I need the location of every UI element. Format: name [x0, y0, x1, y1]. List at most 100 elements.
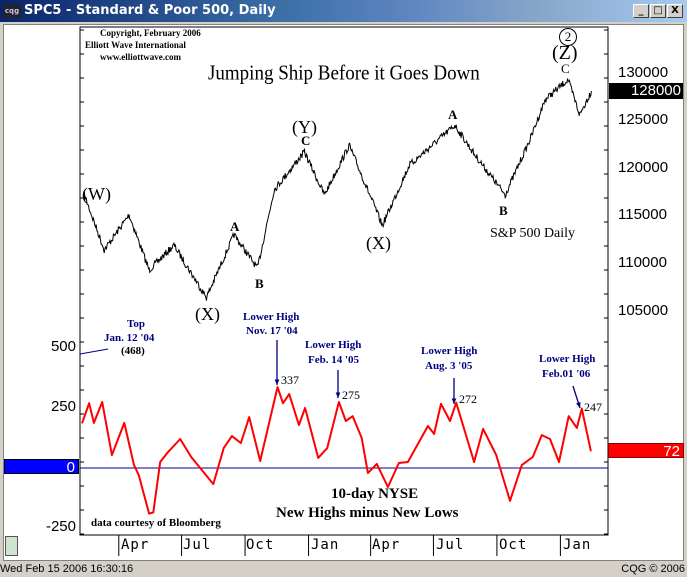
price-tick: 110000: [618, 254, 667, 271]
indicator-point: [298, 424, 300, 426]
indicator-point: [101, 401, 104, 403]
price-line: [83, 78, 592, 301]
maximize-button[interactable]: □: [650, 4, 666, 18]
annotation-date: Feb.01 '06: [542, 368, 591, 380]
app-icon: cqg: [3, 4, 21, 18]
indicator-point: [111, 454, 113, 456]
indicator-point: [576, 427, 578, 429]
credit-line: Copyright, February 2006: [100, 28, 201, 38]
indicator-point: [317, 457, 320, 459]
wave-label: A: [448, 107, 458, 122]
close-button[interactable]: X: [667, 4, 683, 18]
indicator-point: [240, 442, 242, 444]
price-tick: 125000: [618, 111, 669, 128]
indicator-point: [367, 472, 369, 474]
indicator-point: [376, 463, 378, 465]
indicator-point: [433, 433, 435, 435]
indicator-point: [440, 403, 442, 405]
window-title-bar[interactable]: cqg SPC5 - Standard & Poor 500, Daily _ …: [0, 0, 687, 22]
indicator-point: [495, 454, 498, 456]
chart-canvas: [3, 24, 684, 561]
price-tick: 105000: [618, 302, 669, 319]
arrow-head: [576, 402, 581, 408]
price-tick: 130000: [618, 64, 669, 81]
data-source: data courtesy of Bloomberg: [91, 517, 221, 529]
annotation-value: 337: [281, 373, 299, 387]
annotation-date: Feb. 14 '05: [308, 354, 360, 366]
indicator-point: [520, 464, 523, 466]
indicator-point: [166, 452, 168, 454]
annotation-label: Lower High: [305, 339, 362, 351]
x-tick: Jan: [563, 537, 592, 553]
chart-subtitle: S&P 500 Daily: [490, 226, 576, 241]
wave-label: (X): [366, 233, 391, 253]
x-tick: Jan: [311, 537, 340, 553]
wave-label: (Y): [292, 117, 317, 137]
price-tick: 115000: [618, 206, 667, 223]
annotation-value: 247: [584, 400, 602, 414]
last-indicator-box: 72: [608, 443, 684, 459]
last-price-box: 128000: [609, 83, 683, 99]
wave-label: B: [255, 276, 264, 291]
indicator-point: [589, 449, 592, 452]
wave-label: C: [301, 133, 311, 148]
wave-label: A: [230, 219, 240, 234]
annotation-label: Lower High: [421, 345, 478, 357]
indicator-point: [222, 447, 225, 449]
annotation-value: 275: [342, 388, 360, 402]
indicator-point: [179, 438, 181, 440]
annotation-top-date: Jan. 12 '04: [104, 332, 155, 344]
annotation-date: Nov. 17 '04: [246, 325, 298, 337]
zero-box: 0: [4, 459, 79, 475]
annotation-value: 272: [459, 392, 477, 406]
indicator-point: [152, 511, 155, 514]
annotation-top-value: (468): [121, 345, 145, 357]
indicator-point: [288, 393, 291, 395]
credit-line: www.elliottwave.com: [100, 52, 181, 62]
arrow-head: [274, 379, 280, 385]
indicator-point: [326, 447, 328, 449]
indicator-point: [549, 438, 551, 440]
indicator-point: [387, 486, 389, 488]
indicator-point: [212, 483, 215, 485]
scroll-handle[interactable]: [5, 536, 18, 556]
wave-label-circled: 2: [559, 28, 577, 46]
indicator-point: [509, 500, 511, 502]
arrow-head: [335, 392, 341, 398]
minimize-button[interactable]: _: [633, 4, 649, 18]
x-tick: Oct: [499, 537, 528, 553]
indicator-point: [93, 422, 95, 424]
annotation-label: Lower High: [243, 311, 300, 323]
annotation-date: Aug. 3 '05: [425, 360, 473, 372]
indicator-point: [148, 512, 150, 515]
x-tick: Apr: [121, 537, 150, 553]
indicator-point: [427, 425, 429, 427]
indicator-point: [133, 464, 135, 466]
status-bar: Wed Feb 15 2006 16:30:16 CQG © 2006: [0, 562, 687, 577]
top-pointer-line: [79, 348, 109, 355]
indicator-point: [455, 401, 458, 404]
x-tick: Apr: [372, 537, 401, 553]
indicator-point: [282, 402, 284, 405]
indicator-point: [449, 420, 451, 422]
indicator-point: [231, 435, 233, 437]
indicator-point: [567, 415, 570, 417]
indicator-point: [123, 422, 126, 424]
indicator-point: [159, 461, 161, 463]
chart-title: Jumping Ship Before it Goes Down: [208, 61, 480, 85]
indicator-point: [248, 416, 250, 418]
indicator-point: [304, 407, 306, 409]
indicator-point: [345, 420, 347, 422]
status-copyright: CQG © 2006: [621, 563, 685, 575]
indicator-point: [190, 456, 193, 458]
indicator-point: [259, 460, 262, 462]
x-tick: Jul: [436, 537, 465, 553]
indicator-tick: 500: [50, 338, 76, 355]
indicator-point: [360, 437, 363, 439]
arrow-head: [451, 398, 457, 404]
indicator-point: [482, 428, 484, 430]
indicator-point: [351, 415, 354, 417]
indicator-point: [473, 461, 475, 463]
wave-label: (Z): [552, 42, 578, 64]
